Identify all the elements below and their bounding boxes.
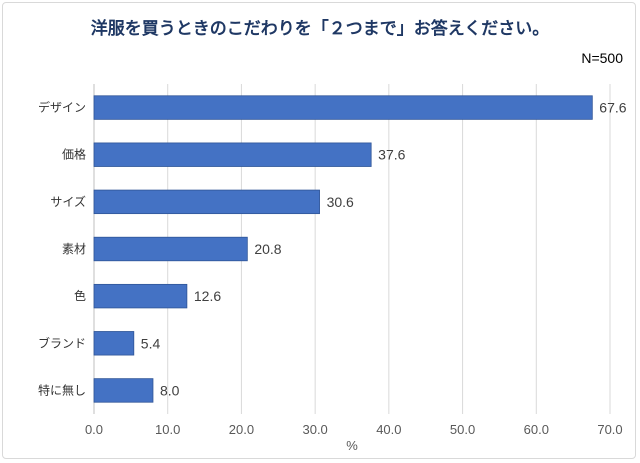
category-label: ブランド <box>38 335 86 350</box>
chart-title: 洋服を買うときのこだわりを「２つまで」お答えください。 <box>90 19 550 39</box>
bar <box>93 236 248 262</box>
value-label: 5.4 <box>141 335 161 351</box>
x-tick-label: 30.0 <box>302 422 327 437</box>
x-tick-label: 50.0 <box>450 422 475 437</box>
bar <box>93 95 593 120</box>
category-label: 価格 <box>62 147 86 162</box>
x-tick-label: 20.0 <box>229 422 254 437</box>
bar <box>93 331 135 356</box>
category-label: 色 <box>74 289 86 303</box>
category-label: デザイン <box>38 100 86 115</box>
category-label: サイズ <box>50 194 86 209</box>
category-label: 素材 <box>62 242 86 256</box>
x-tick-label: 70.0 <box>597 422 622 437</box>
x-tick-label: 40.0 <box>376 422 401 437</box>
x-tick-label: 0.0 <box>85 422 103 437</box>
value-label: 20.8 <box>254 241 281 257</box>
bar <box>93 189 320 215</box>
category-label: 特に無し <box>38 382 86 397</box>
value-label: 30.6 <box>327 194 354 210</box>
value-label: 37.6 <box>378 147 405 163</box>
value-label: 8.0 <box>160 382 180 398</box>
bar <box>93 142 372 167</box>
value-label: 12.6 <box>194 288 221 304</box>
x-tick-labels: 0.0 10.0 20.0 30.0 40.0 50.0 60.0 70.0 <box>85 422 623 437</box>
bar <box>93 378 154 403</box>
value-labels: 67.6 37.6 30.6 20.8 12.6 5.4 8.0 <box>141 100 627 399</box>
sample-size-label: N=500 <box>581 50 623 66</box>
x-tick-label: 10.0 <box>155 422 180 437</box>
bars <box>93 95 593 403</box>
x-axis-label: % <box>346 438 358 453</box>
value-label: 67.6 <box>599 100 626 116</box>
x-tick-label: 60.0 <box>524 422 549 437</box>
bar <box>93 283 188 309</box>
